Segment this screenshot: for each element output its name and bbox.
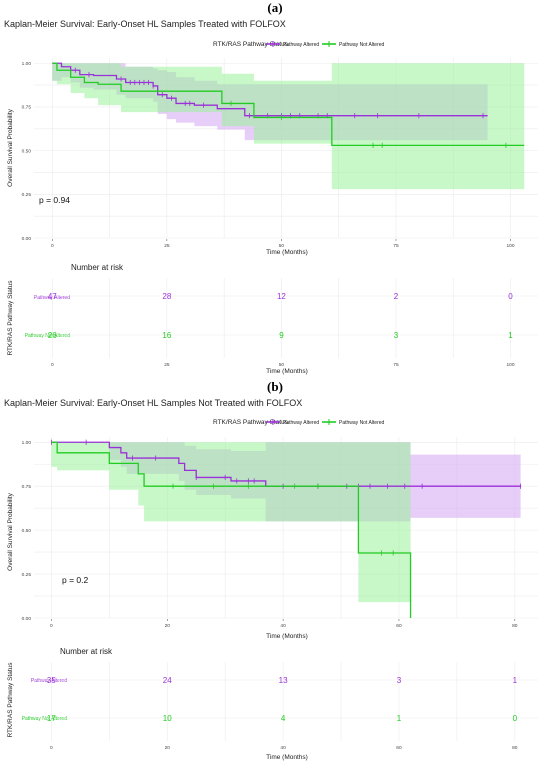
x-tick-label: 80 [512, 623, 518, 629]
panel-b-risk-ylabel: RTK/RAS Pathway Status [7, 662, 14, 738]
panel-b-risk-table: 35 24 13 3 117 10 4 1 00 20 40 60 80 [34, 662, 538, 751]
y-tick-label: 0.00 [22, 616, 32, 622]
risk-x-tick-label: 60 [396, 745, 402, 751]
risk-count-altered: 24 [163, 676, 172, 685]
panel-a-xlabel: Time (Months) [266, 249, 308, 256]
panel-a-risk-table: 47 28 12 2 0 26 16 9 3 1 0 25 50 75 100 [34, 278, 538, 368]
risk-count-not-altered: 26 [48, 331, 57, 340]
panel-b-risk-title: Number at risk [60, 647, 113, 656]
risk-x-tick-label: 50 [279, 362, 285, 368]
risk-count-not-altered: 1 [397, 714, 402, 723]
risk-count-not-altered: 9 [279, 331, 284, 340]
x-tick-label: 40 [280, 623, 286, 629]
risk-x-tick-label: 80 [512, 745, 518, 751]
panel-b-title: Kaplan-Meier Survival: Early-Onset HL Sa… [4, 398, 302, 408]
risk-count-altered: 47 [48, 292, 57, 301]
y-tick-label: 1.00 [22, 440, 32, 446]
risk-count-altered: 28 [162, 292, 171, 301]
x-tick-label: 0 [50, 623, 53, 629]
risk-count-altered: 35 [47, 676, 56, 685]
y-tick-label: 0.50 [22, 148, 32, 154]
risk-x-tick-label: 40 [280, 745, 286, 751]
legend-label-altered: Pathway Altered [283, 420, 319, 426]
risk-count-not-altered: 1 [508, 331, 513, 340]
risk-count-not-altered: 10 [163, 714, 172, 723]
panel-a-legend: RTK/RAS Pathway Status Pathway Altered P… [213, 41, 385, 48]
panel-a-risk-ylabel: RTK/RAS Pathway Status [7, 280, 14, 356]
risk-count-not-altered: 0 [513, 714, 518, 723]
legend-label-not-altered: Pathway Not Altered [339, 42, 385, 48]
risk-count-altered: 0 [508, 292, 513, 301]
risk-count-not-altered: 16 [162, 331, 171, 340]
x-tick-label: 60 [396, 623, 402, 629]
x-tick-label: 0 [51, 243, 54, 249]
x-tick-label: 50 [279, 243, 285, 249]
x-tick-label: 100 [507, 243, 515, 249]
panel-a-label: (a) [267, 0, 282, 15]
risk-count-altered: 3 [397, 676, 402, 685]
survival-curve-not-altered [52, 62, 525, 147]
risk-count-not-altered: 3 [394, 331, 399, 340]
y-tick-label: 0.00 [22, 236, 32, 242]
panel-b: (b) Kaplan-Meier Survival: Early-Onset H… [4, 379, 538, 761]
panel-a-plot: 0.00 0.25 0.50 0.75 1.00 0 25 50 75 100 [22, 58, 538, 249]
risk-x-tick-label: 25 [164, 362, 170, 368]
risk-count-not-altered: 17 [47, 714, 56, 723]
x-tick-label: 25 [164, 243, 170, 249]
y-tick-label: 0.50 [22, 528, 32, 534]
risk-count-not-altered: 4 [281, 714, 286, 723]
panel-b-pvalue: p = 0.2 [62, 575, 89, 585]
panel-b-legend-title: RTK/RAS Pathway Status [213, 419, 289, 426]
panel-b-risk-row-label-not-altered: Pathway Not Altered [22, 716, 68, 722]
y-tick-label: 0.75 [22, 484, 32, 490]
panel-a-title: Kaplan-Meier Survival: Early-Onset HL Sa… [4, 19, 286, 29]
panel-a-risk-xlabel: Time (Months) [266, 368, 308, 375]
x-tick-label: 20 [165, 623, 171, 629]
survival-curve-not-altered [51, 441, 412, 618]
risk-count-altered: 12 [277, 292, 286, 301]
panel-a: (a) Kaplan-Meier Survival: Early-Onset H… [4, 0, 538, 375]
risk-count-altered: 13 [279, 676, 288, 685]
y-tick-label: 0.25 [22, 192, 32, 198]
panel-b-risk-xlabel: Time (Months) [266, 754, 308, 761]
legend-label-not-altered: Pathway Not Altered [339, 420, 385, 426]
panel-a-risk-title: Number at risk [71, 263, 124, 272]
panel-b-label: (b) [267, 379, 283, 394]
panel-b-xlabel: Time (Months) [266, 633, 308, 640]
panel-b-risk-row-label-altered: Pathway Altered [31, 678, 67, 684]
ci-band-not-altered [52, 63, 525, 190]
risk-count-altered: 1 [513, 676, 518, 685]
panel-a-pvalue: p = 0.94 [39, 195, 70, 205]
legend-label-altered: Pathway Altered [283, 42, 319, 48]
y-tick-label: 0.25 [22, 572, 32, 578]
risk-x-tick-label: 75 [393, 362, 399, 368]
y-tick-label: 0.75 [22, 105, 32, 111]
risk-x-tick-label: 20 [165, 745, 171, 751]
risk-count-altered: 2 [394, 292, 399, 301]
panel-b-ylabel: Overall Survival Probability [7, 492, 14, 570]
panel-a-ylabel: Overall Survival Probability [7, 108, 14, 186]
risk-x-tick-label: 0 [51, 362, 54, 368]
panel-b-legend: RTK/RAS Pathway Status Pathway Altered P… [213, 419, 385, 426]
risk-x-tick-label: 0 [50, 745, 53, 751]
panel-a-legend-title: RTK/RAS Pathway Status [213, 41, 289, 48]
risk-x-tick-label: 100 [507, 362, 515, 368]
x-tick-label: 75 [393, 243, 399, 249]
panel-a-risk-row-label-not-altered: Pathway Not Altered [25, 333, 71, 339]
y-tick-label: 1.00 [22, 61, 32, 67]
panel-b-plot: 0.00 0.25 0.50 0.75 1.00 0 20 40 60 80 [22, 437, 538, 629]
